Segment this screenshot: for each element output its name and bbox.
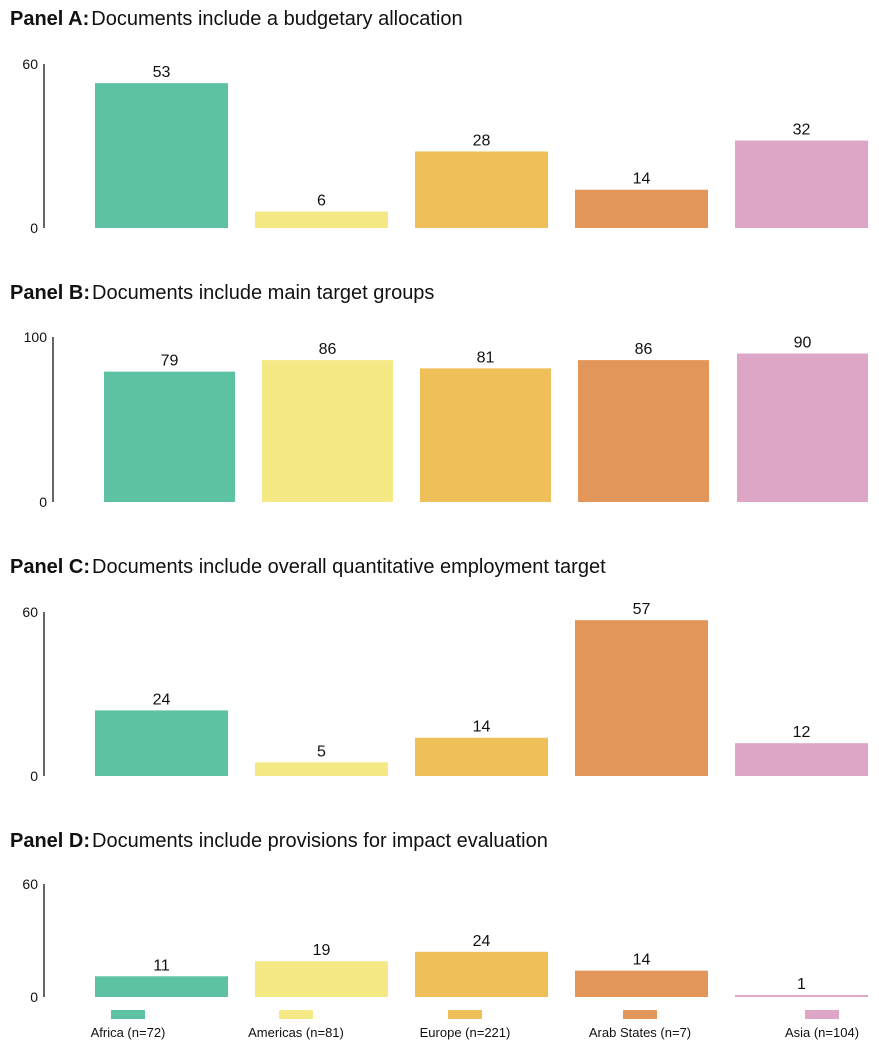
bar-value-label: 14	[473, 719, 491, 736]
bar-value-label: 12	[793, 724, 811, 741]
bar	[575, 189, 708, 228]
bar-value-label: 19	[313, 942, 331, 959]
legend-label: Europe (n=221)	[419, 1025, 511, 1040]
panel-title-lead: Panel D:	[10, 830, 91, 852]
bar	[575, 970, 708, 997]
legend-item-europe: Europe (n=221)	[400, 1010, 530, 1040]
panel-b: Panel B: Documents include main target gr…	[0, 282, 879, 522]
bar-value-label: 79	[161, 353, 179, 370]
bar	[578, 360, 709, 502]
panel-title: Panel B: Documents include main target gr…	[10, 282, 434, 305]
panel-d: Panel D: Documents include provisions for…	[0, 830, 879, 1010]
bar	[735, 995, 868, 997]
legend-swatch	[279, 1010, 313, 1019]
bar-value-label: 24	[473, 933, 491, 950]
legend-swatch	[805, 1010, 839, 1019]
legend-item-asia: Asia (n=104)	[772, 1010, 872, 1040]
bar-value-label: 6	[317, 193, 326, 210]
panel-title-lead: Panel B:	[10, 282, 91, 304]
bar	[737, 353, 868, 502]
bar	[104, 371, 235, 502]
y-tick-label: 0	[30, 989, 38, 1005]
bar-value-label: 86	[635, 341, 653, 358]
panel-title: Panel D: Documents include provisions for…	[10, 830, 548, 853]
bar	[255, 961, 388, 997]
panel-c: Panel C: Documents include overall quanti…	[0, 556, 879, 796]
bar	[735, 140, 868, 228]
bar	[420, 368, 551, 502]
panel-title-lead: Panel A:	[10, 8, 90, 30]
bar	[262, 360, 393, 502]
bar	[735, 743, 868, 776]
bar-value-label: 32	[793, 122, 811, 139]
legend-item-africa: Africa (n=72)	[78, 1010, 178, 1040]
bar-value-label: 90	[794, 335, 812, 352]
panel-a: Panel A: Documents include a budgetary al…	[0, 8, 879, 248]
bar-value-label: 28	[473, 132, 491, 149]
y-tick-label: 0	[39, 494, 47, 510]
panel-title-text: Documents include a budgetary allocation	[91, 8, 463, 30]
y-tick-label: 0	[30, 768, 38, 784]
y-tick-label: 60	[22, 876, 38, 892]
bar-value-label: 14	[633, 171, 651, 188]
panel-title: Panel A: Documents include a budgetary al…	[10, 8, 463, 31]
legend: Africa (n=72) Americas (n=81) Europe (n=…	[0, 1010, 879, 1046]
bar	[575, 620, 708, 776]
panel-b-plot: 0 100 79 86 81 86 90	[24, 329, 868, 510]
bar-value-label: 57	[633, 601, 651, 618]
bar	[95, 710, 228, 776]
y-tick-label: 60	[22, 56, 38, 72]
panel-title-text: Documents include main target groups	[92, 282, 435, 304]
bar	[255, 211, 388, 228]
legend-label: Asia (n=104)	[784, 1025, 860, 1040]
panel-a-plot: 0 60 53 6 28 14 32	[22, 56, 868, 236]
legend-swatch	[623, 1010, 657, 1019]
panel-title: Panel C: Documents include overall quanti…	[10, 556, 606, 579]
y-tick-label: 60	[22, 604, 38, 620]
bar	[415, 951, 548, 997]
panel-d-plot: 0 60 11 19 24 14 1	[22, 876, 868, 1005]
panel-title-lead: Panel C:	[10, 556, 91, 578]
y-tick-label: 100	[24, 329, 48, 345]
bar-value-label: 24	[153, 691, 171, 708]
bar-value-label: 81	[477, 349, 495, 366]
y-tick-label: 0	[30, 220, 38, 236]
legend-item-americas: Americas (n=81)	[236, 1010, 356, 1040]
bar-value-label: 11	[153, 957, 170, 974]
legend-label: Americas (n=81)	[248, 1025, 344, 1040]
panel-title-text: Documents include overall quantitative e…	[92, 556, 606, 578]
bar	[95, 976, 228, 997]
bar	[95, 83, 228, 228]
panel-c-plot: 0 60 24 5 14 57 12	[22, 601, 868, 784]
bar-value-label: 14	[633, 952, 651, 969]
bar	[415, 737, 548, 776]
panel-title-text: Documents include provisions for impact …	[92, 830, 548, 852]
bar	[415, 151, 548, 228]
legend-swatch	[448, 1010, 482, 1019]
legend-label: Arab States (n=7)	[588, 1025, 692, 1040]
bar-value-label: 86	[319, 341, 337, 358]
legend-item-arab-states: Arab States (n=7)	[570, 1010, 710, 1040]
legend-swatch	[111, 1010, 145, 1019]
legend-label: Africa (n=72)	[90, 1025, 166, 1040]
bar	[255, 762, 388, 776]
bar-value-label: 53	[153, 64, 171, 81]
bar-value-label: 5	[317, 743, 326, 760]
bar-value-label: 1	[797, 976, 806, 993]
